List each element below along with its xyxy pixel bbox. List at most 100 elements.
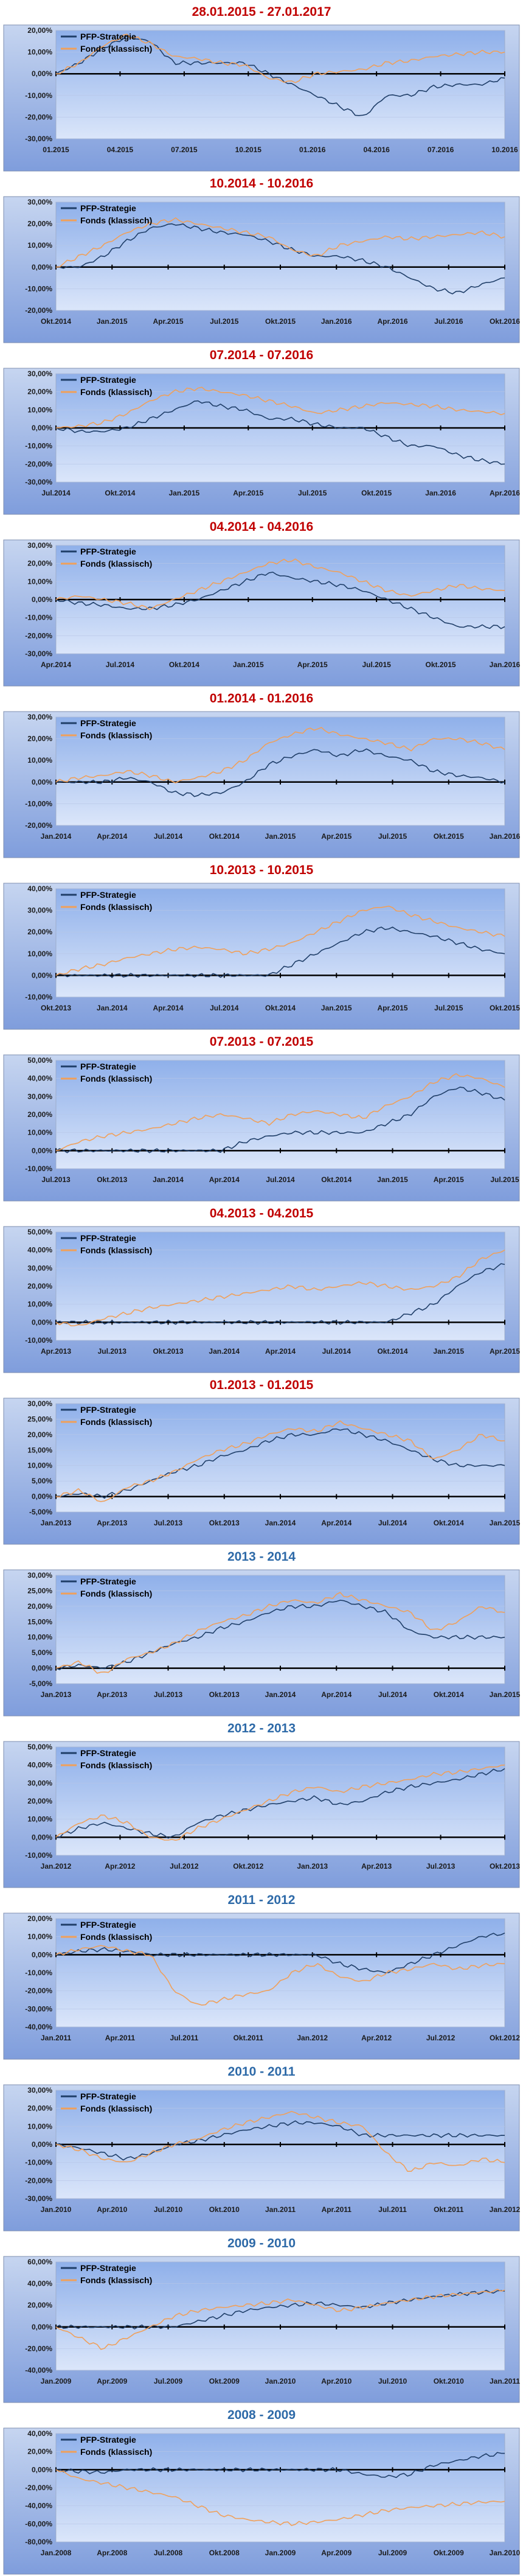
y-tick-label: 30,00% bbox=[27, 369, 52, 378]
y-tick-label: 10,00% bbox=[27, 405, 52, 414]
y-tick-label: 10,00% bbox=[27, 2122, 52, 2130]
x-tick-label: Okt.2013 bbox=[490, 1862, 520, 1871]
legend-label: Fonds (klassisch) bbox=[80, 44, 152, 54]
x-tick-label: Okt.2015 bbox=[361, 489, 392, 497]
legend-label: Fonds (klassisch) bbox=[80, 1760, 152, 1770]
x-tick-label: Jan.2014 bbox=[153, 1175, 184, 1184]
y-tick-label: -20,00% bbox=[25, 821, 52, 830]
y-tick-label: 30,00% bbox=[27, 1264, 52, 1272]
legend-label: PFP-Strategie bbox=[80, 2263, 136, 2273]
series-line-fonds-klassisch bbox=[55, 1592, 505, 1674]
y-tick-label: 20,00% bbox=[27, 928, 52, 936]
x-tick-label: Jan.2015 bbox=[97, 317, 128, 326]
series-line-fonds-klassisch bbox=[55, 33, 505, 83]
y-tick-label: 50,00% bbox=[27, 1228, 52, 1236]
line-chart: 30,00% 20,00% 10,00% 0,00% -10,00% -20,00% Jan… bbox=[3, 711, 521, 858]
series-line-fonds-klassisch bbox=[55, 217, 505, 268]
legend-label: Fonds (klassisch) bbox=[80, 1589, 152, 1598]
legend-label: Fonds (klassisch) bbox=[80, 2447, 152, 2457]
x-tick-label: Jul.2015 bbox=[378, 832, 407, 841]
line-chart: 50,00% 40,00% 30,00% 20,00% 10,00% 0,00% -10,0… bbox=[3, 1054, 520, 1202]
y-tick-label: 40,00% bbox=[27, 2429, 52, 2438]
x-tick-label: Jul.2014 bbox=[106, 660, 135, 669]
legend-label: PFP-Strategie bbox=[80, 2435, 136, 2445]
x-tick-label: Apr.2015 bbox=[434, 1175, 464, 1184]
y-tick-label: -10,00% bbox=[25, 614, 52, 622]
y-tick-label: 0,00% bbox=[32, 1318, 52, 1326]
x-tick-label: Okt.2014 bbox=[377, 1347, 407, 1356]
x-tick-label: Okt.2014 bbox=[41, 317, 71, 326]
y-tick-label: -40,00% bbox=[25, 2023, 52, 2031]
chart-title: 2009 - 2010 bbox=[227, 2236, 296, 2250]
x-tick-label: Apr.2015 bbox=[377, 1004, 407, 1012]
x-tick-label: Okt.2011 bbox=[434, 2205, 464, 2214]
x-tick-label: Okt.2012 bbox=[490, 2034, 520, 2042]
y-tick-label: 0,00% bbox=[32, 595, 52, 604]
x-tick-label: Jan.2010 bbox=[41, 2205, 72, 2214]
y-tick-label: -40,00% bbox=[25, 2366, 52, 2375]
y-tick-label: 40,00% bbox=[27, 1074, 52, 1083]
x-tick-label: Jul.2013 bbox=[154, 1519, 183, 1527]
y-tick-label: -10,00% bbox=[25, 1336, 52, 1345]
legend-label: Fonds (klassisch) bbox=[80, 730, 152, 740]
series-line-pfp-strategie bbox=[55, 1428, 505, 1499]
x-tick-label: Jan.2014 bbox=[41, 832, 72, 841]
chart-title: 2010 - 2011 bbox=[227, 2065, 296, 2079]
x-tick-label: Jan.2013 bbox=[41, 1519, 72, 1527]
x-tick-label: Okt.2015 bbox=[434, 832, 464, 841]
legend-label: Fonds (klassisch) bbox=[80, 2275, 152, 2285]
legend-label: Fonds (klassisch) bbox=[80, 902, 152, 912]
y-tick-label: 10,00% bbox=[27, 577, 52, 586]
legend-label: PFP-Strategie bbox=[80, 32, 136, 41]
x-tick-label: Apr.2015 bbox=[321, 832, 352, 841]
x-tick-label: Okt.2014 bbox=[169, 660, 199, 669]
series-line-pfp-strategie bbox=[55, 2120, 505, 2161]
x-tick-label: Apr.2014 bbox=[41, 660, 71, 669]
y-tick-label: 60,00% bbox=[27, 2258, 52, 2266]
x-tick-label: Jul.2009 bbox=[154, 2377, 183, 2385]
y-tick-label: 20,00% bbox=[27, 26, 52, 35]
line-chart: 30,00% 20,00% 10,00% 0,00% -10,00% -20,00% -30… bbox=[3, 539, 521, 687]
x-tick-label: Apr.2014 bbox=[209, 1175, 240, 1184]
y-tick-label: 20,00% bbox=[27, 559, 52, 568]
line-chart: 30,00% 25,00% 20,00% 15,00% 10,00% 5,00% 0,00%… bbox=[3, 1398, 521, 1545]
chart-title: 10.2013 - 10.2015 bbox=[209, 863, 314, 877]
series-line-pfp-strategie bbox=[55, 1932, 505, 1973]
legend: PFP-Strategie Fonds (klassisch) bbox=[61, 1748, 152, 1770]
x-tick-label: Jul.2011 bbox=[378, 2205, 407, 2214]
x-tick-label: Jan.2012 bbox=[297, 2034, 328, 2042]
x-tick-label: Apr.2011 bbox=[105, 2034, 136, 2042]
x-tick-label: Jan.2016 bbox=[425, 489, 456, 497]
x-tick-label: Apr.2013 bbox=[97, 1519, 127, 1527]
x-tick-label: Jan.2012 bbox=[490, 2205, 521, 2214]
legend-label: Fonds (klassisch) bbox=[80, 1074, 152, 1083]
y-tick-label: 30,00% bbox=[27, 2086, 52, 2095]
y-tick-label: 20,00% bbox=[27, 735, 52, 743]
line-chart: 30,00% 20,00% 10,00% 0,00% -10,00% -20,00% -30… bbox=[3, 2084, 521, 2231]
x-tick-label: Jan.2014 bbox=[209, 1347, 240, 1356]
y-tick-label: -30,00% bbox=[25, 478, 52, 486]
series-line-pfp-strategie bbox=[55, 926, 505, 978]
x-tick-label: Okt.2015 bbox=[265, 317, 296, 326]
y-tick-label: -40,00% bbox=[25, 2502, 52, 2510]
x-tick-label: Jan.2015 bbox=[168, 489, 199, 497]
y-tick-label: 20,00% bbox=[27, 388, 52, 396]
y-tick-label: -10,00% bbox=[25, 2158, 52, 2167]
x-tick-label: Jan.2013 bbox=[41, 1690, 72, 1699]
x-tick-label: Jul.2012 bbox=[426, 2034, 455, 2042]
x-tick-label: Okt.2014 bbox=[321, 1175, 352, 1184]
chart-title: 01.2013 - 01.2015 bbox=[209, 1378, 314, 1392]
chart-title: 07.2014 - 07.2016 bbox=[209, 348, 314, 362]
x-tick-label: Jul.2011 bbox=[170, 2034, 198, 2042]
y-tick-label: 10,00% bbox=[27, 1815, 52, 1824]
series-line-pfp-strategie bbox=[55, 2452, 505, 2478]
x-tick-label: Jan.2012 bbox=[41, 1862, 72, 1871]
legend-label: PFP-Strategie bbox=[80, 1233, 136, 1243]
y-tick-label: 20,00% bbox=[27, 1797, 52, 1805]
series-line-pfp-strategie bbox=[55, 1768, 505, 1839]
y-tick-label: 10,00% bbox=[27, 1129, 52, 1137]
legend-label: PFP-Strategie bbox=[80, 718, 136, 728]
y-tick-label: 30,00% bbox=[27, 1092, 52, 1101]
series-line-pfp-strategie bbox=[55, 572, 505, 629]
